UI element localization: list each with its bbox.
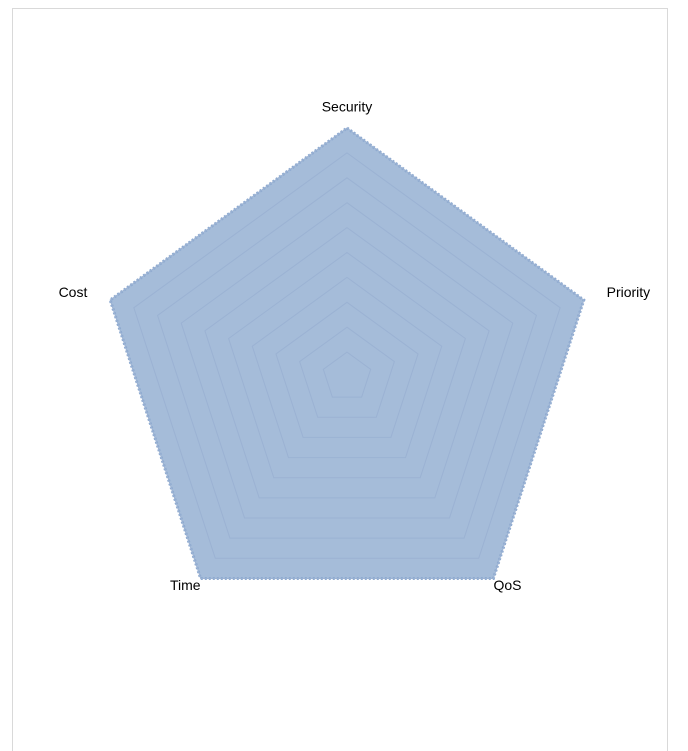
grid-ring <box>322 351 372 398</box>
grid-ring <box>251 276 443 459</box>
grid-ring <box>204 226 490 499</box>
grid-ring <box>156 177 538 539</box>
axis-label: Time <box>170 577 201 593</box>
axis-label: Security <box>322 99 373 115</box>
grid-ring <box>299 326 395 418</box>
axis-label: QoS <box>493 577 521 593</box>
grid-ring <box>133 152 561 559</box>
grid-ring <box>180 202 514 519</box>
axis-label: Cost <box>59 284 88 300</box>
radar-area <box>108 126 586 580</box>
axis-label: Priority <box>607 284 651 300</box>
grid-ring <box>228 251 466 479</box>
grid-ring <box>275 301 419 438</box>
grid-ring <box>109 127 585 579</box>
